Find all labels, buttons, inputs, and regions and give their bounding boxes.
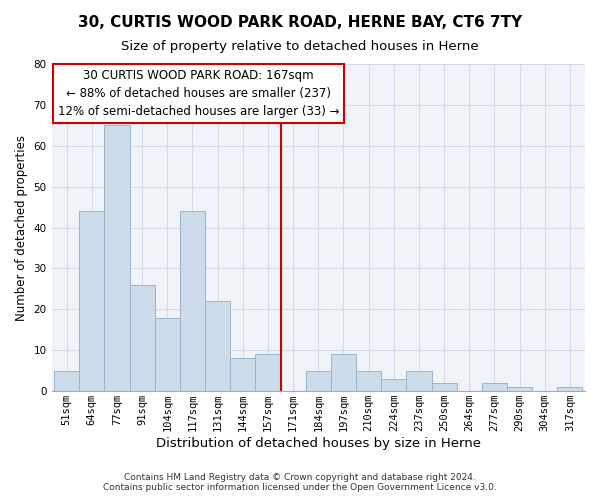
Bar: [230, 358, 256, 391]
Bar: [155, 318, 180, 391]
Bar: [331, 354, 356, 391]
Bar: [54, 370, 79, 391]
Bar: [431, 383, 457, 391]
Bar: [482, 383, 507, 391]
Text: 30, CURTIS WOOD PARK ROAD, HERNE BAY, CT6 7TY: 30, CURTIS WOOD PARK ROAD, HERNE BAY, CT…: [78, 15, 522, 30]
Bar: [557, 387, 583, 391]
X-axis label: Distribution of detached houses by size in Herne: Distribution of detached houses by size …: [156, 437, 481, 450]
Y-axis label: Number of detached properties: Number of detached properties: [15, 134, 28, 320]
Bar: [130, 285, 155, 391]
Bar: [256, 354, 281, 391]
Bar: [104, 126, 130, 391]
Text: 30 CURTIS WOOD PARK ROAD: 167sqm
← 88% of detached houses are smaller (237)
12% : 30 CURTIS WOOD PARK ROAD: 167sqm ← 88% o…: [58, 69, 340, 118]
Bar: [180, 211, 205, 391]
Bar: [356, 370, 381, 391]
Text: Size of property relative to detached houses in Herne: Size of property relative to detached ho…: [121, 40, 479, 53]
Bar: [381, 379, 406, 391]
Bar: [507, 387, 532, 391]
Bar: [305, 370, 331, 391]
Bar: [205, 301, 230, 391]
Bar: [406, 370, 431, 391]
Bar: [79, 211, 104, 391]
Text: Contains HM Land Registry data © Crown copyright and database right 2024.
Contai: Contains HM Land Registry data © Crown c…: [103, 473, 497, 492]
